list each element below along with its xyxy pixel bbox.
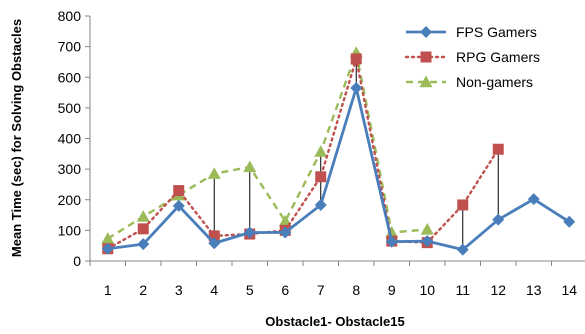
legend-marker	[419, 75, 433, 88]
x-axis-ticks: 1 2 3 4 5 6 7 8 9 10 11 12 13 14	[89, 261, 577, 298]
data-point	[315, 171, 327, 183]
series-line	[106, 57, 500, 250]
legend-marker	[420, 26, 432, 38]
x-tick-label: 9	[388, 282, 396, 298]
data-point	[527, 193, 540, 206]
y-axis-title: Mean Time (sec) for Solving Obstacles	[9, 19, 24, 257]
x-tick-label: 11	[455, 282, 470, 298]
data-point	[243, 226, 256, 239]
x-tick-label: 3	[175, 282, 183, 298]
data-point	[101, 242, 114, 255]
y-tick-label: 500	[58, 100, 82, 116]
x-tick-label: 7	[317, 282, 325, 298]
y-tick-label: 200	[58, 192, 82, 208]
data-point	[314, 198, 327, 211]
x-tick-label: 10	[419, 282, 435, 298]
data-point	[137, 223, 149, 235]
data-point	[563, 215, 576, 228]
y-tick-label: 100	[58, 222, 82, 238]
x-tick-label: 5	[246, 282, 254, 298]
x-tick-label: 4	[210, 282, 218, 298]
data-point	[137, 238, 150, 251]
data-point	[350, 81, 363, 94]
data-point	[243, 160, 257, 173]
data-point	[420, 222, 434, 235]
series-line	[107, 51, 428, 240]
series-fps-gamers	[101, 81, 576, 256]
data-point	[173, 185, 185, 197]
data-point	[279, 226, 292, 239]
series-line	[107, 86, 571, 252]
x-tick-label: 14	[561, 282, 577, 298]
data-point	[207, 167, 221, 179]
legend: FPS Gamers RPG Gamers Non-gamers	[404, 24, 540, 90]
data-point	[492, 213, 505, 226]
data-point	[385, 226, 399, 238]
series-layer	[101, 46, 576, 256]
data-point	[208, 230, 220, 242]
data-point	[136, 210, 150, 222]
x-tick-label: 8	[352, 282, 360, 298]
legend-label: RPG Gamers	[456, 49, 540, 65]
y-tick-label: 300	[58, 161, 82, 177]
data-point	[457, 199, 469, 211]
y-tick-label: 400	[58, 131, 82, 147]
data-point	[421, 235, 434, 248]
series-non-gamers	[101, 46, 434, 244]
data-point	[172, 199, 185, 212]
data-point	[492, 143, 504, 155]
data-point	[101, 232, 115, 244]
legend-label: Non-gamers	[456, 74, 533, 90]
x-tick-label: 6	[281, 282, 289, 298]
x-tick-label: 2	[139, 282, 147, 298]
legend-label: FPS Gamers	[456, 24, 537, 40]
y-tick-label: 0	[73, 253, 81, 269]
data-point	[350, 53, 362, 65]
x-tick-label: 12	[490, 282, 506, 298]
data-point	[456, 243, 469, 256]
data-point	[385, 235, 398, 248]
y-tick-label: 600	[58, 69, 82, 85]
x-tick-label: 13	[526, 282, 542, 298]
y-tick-label: 800	[58, 8, 82, 24]
x-axis-title: Obstacle1- Obstacle15	[265, 314, 404, 329]
y-axis-ticks: 0 100 200 300 400 500 600 700 800	[58, 8, 90, 269]
data-point	[208, 237, 221, 250]
legend-marker	[420, 51, 432, 63]
y-tick-label: 700	[58, 39, 82, 55]
data-point	[314, 145, 328, 157]
x-tick-label: 1	[104, 282, 112, 298]
